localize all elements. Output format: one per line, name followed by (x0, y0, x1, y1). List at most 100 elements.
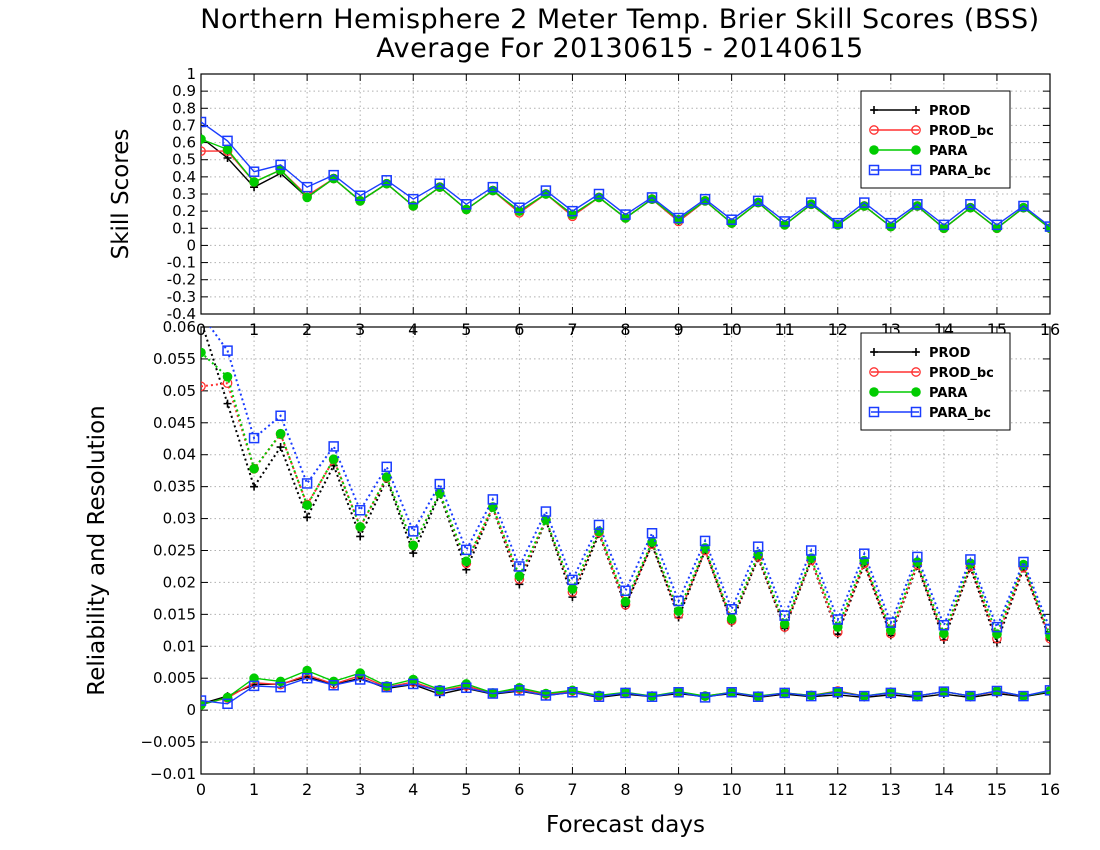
legend-marker (868, 406, 880, 418)
series-line (201, 351, 1050, 638)
x-tick-label: 1 (249, 780, 259, 799)
data-point (381, 461, 392, 473)
y-tick-label: 1 (186, 65, 196, 83)
data-point (593, 519, 605, 531)
data-point (593, 691, 605, 702)
series-PARA-resolution (201, 347, 1050, 641)
data-point (779, 216, 790, 227)
data-point (646, 192, 658, 203)
legend-marker (870, 348, 878, 356)
data-point (514, 571, 525, 581)
legend-label: PROD_bc (929, 366, 994, 381)
y-tick-label: 0.4 (172, 168, 196, 186)
data-point (832, 622, 843, 632)
data-point (885, 217, 897, 229)
data-point (201, 381, 206, 392)
data-point (939, 628, 949, 639)
data-point (991, 621, 1003, 633)
x-tick-label: 16 (1040, 780, 1060, 799)
data-point (248, 680, 260, 692)
data-point (328, 169, 339, 181)
data-point (673, 687, 684, 698)
data-point (249, 177, 259, 187)
data-point (201, 347, 206, 358)
data-point (965, 690, 976, 702)
series-PARA_bc-resolution (209, 327, 1050, 635)
x-tick-label: 14 (934, 780, 954, 799)
data-point (779, 619, 790, 629)
data-point (328, 441, 339, 452)
data-point (275, 410, 286, 422)
data-point (832, 614, 843, 625)
data-point (354, 674, 366, 685)
data-point (275, 159, 286, 171)
legend-label: PARA (929, 144, 967, 159)
data-point (201, 116, 207, 128)
data-point (620, 213, 631, 223)
legend-marker (869, 367, 879, 377)
data-point (514, 685, 525, 696)
legend-marker (869, 145, 879, 155)
data-point (699, 535, 711, 547)
data-point (222, 135, 233, 147)
y-tick-label: -0.4 (167, 305, 196, 323)
data-point (938, 686, 950, 697)
data-point (434, 478, 446, 490)
legend-marker (911, 125, 921, 135)
x-axis: 0 1 2 3 4 5 6 7 8 9 10 11 12 13 14 15 16 (196, 327, 1060, 799)
data-point (886, 625, 896, 636)
y-tick-label: 0.6 (172, 134, 196, 152)
data-point (201, 146, 206, 156)
data-point (276, 443, 285, 452)
reliability-resolution-panel: −0.01 −0.005 0 0.005 0.01 0.015 0.02 0.025 0.03 0… (84, 318, 1060, 838)
data-point (514, 202, 525, 213)
x-axis-label: Forecast days (546, 812, 705, 838)
y-tick-label: 0.1 (172, 219, 196, 237)
y-axis: -0.4-0.3-0.2-0.100.10.20.30.40.50.60.70.… (167, 65, 1050, 323)
data-point (700, 691, 710, 701)
y-tick-label: 0.3 (172, 185, 196, 203)
data-point (885, 687, 897, 699)
y-tick-label: −0.005 (140, 733, 196, 751)
data-point (673, 606, 684, 616)
y-axis-label: Reliability and Resolution (84, 405, 110, 695)
data-point (222, 372, 233, 382)
data-point (354, 505, 366, 516)
data-point (567, 209, 578, 220)
legend-label: PARA_bc (929, 164, 991, 179)
legend-marker (870, 106, 878, 114)
data-point (301, 181, 313, 193)
data-point (965, 554, 976, 565)
data-point (354, 190, 366, 201)
data-point (620, 585, 631, 596)
data-point (461, 682, 472, 694)
y-tick-label: 0 (186, 236, 196, 254)
x-tick-label: 6 (514, 780, 524, 799)
data-point (381, 681, 392, 693)
data-point (699, 692, 711, 703)
x-tick-label: 5 (461, 780, 471, 799)
data-point (805, 197, 817, 208)
data-point (302, 500, 312, 510)
y-tick-label: 0.2 (172, 202, 196, 220)
data-point (275, 428, 286, 439)
data-point (328, 454, 339, 464)
data-point (779, 687, 790, 699)
data-point (805, 545, 817, 556)
data-point (859, 690, 870, 702)
series-PARA_bc-reliability (201, 672, 1050, 710)
data-point (434, 178, 446, 189)
data-point (461, 556, 472, 567)
data-point (223, 399, 232, 408)
data-point (408, 678, 419, 690)
data-point (514, 561, 525, 572)
legend-label: PARA_bc (929, 406, 991, 421)
data-point (201, 134, 206, 144)
data-point (355, 668, 365, 678)
data-point (726, 687, 737, 698)
data-point (303, 513, 312, 522)
data-point (408, 193, 419, 205)
legend-marker (911, 367, 921, 377)
y-tick-label: 0.5 (172, 151, 196, 169)
